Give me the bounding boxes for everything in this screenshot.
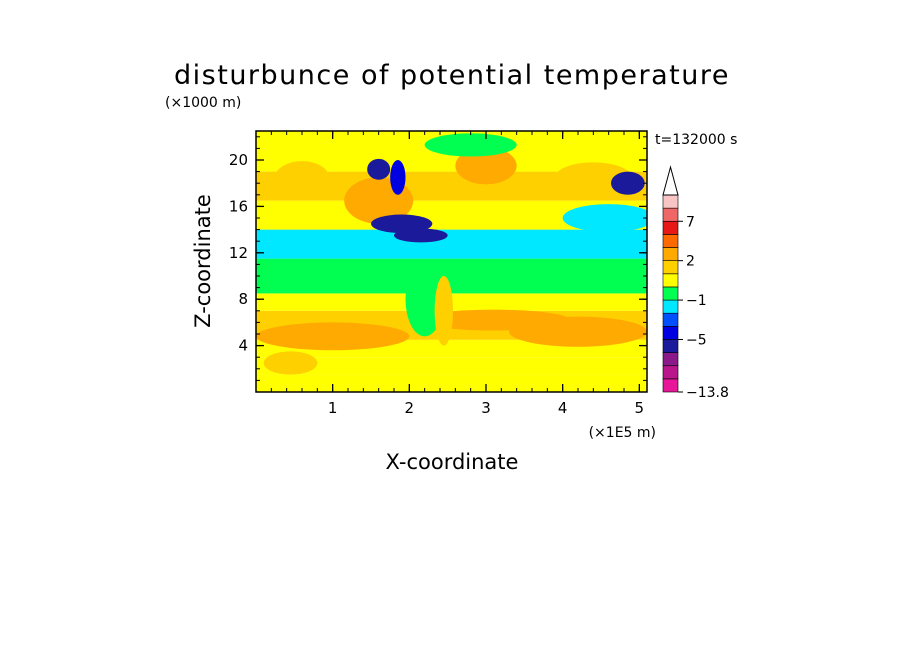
- field-feature: [371, 214, 433, 234]
- field-feature: [610, 171, 645, 195]
- y-tick-label: 20: [229, 151, 248, 169]
- field-feature: [417, 309, 571, 331]
- field-feature: [394, 228, 448, 243]
- colorbar-segment: [662, 378, 679, 393]
- plot-frame: [255, 130, 648, 393]
- field-feature: [256, 322, 410, 351]
- colorbar-segment: [662, 273, 679, 288]
- field-feature: [562, 204, 647, 232]
- x-unit-label: (×1E5 m): [589, 425, 656, 441]
- colorbar-segment: [662, 286, 679, 301]
- colorbar-segment: [662, 260, 679, 275]
- y-tick-label: 16: [229, 197, 248, 215]
- colorbar: 7 2 −1 −5 −13.8: [662, 165, 729, 401]
- colorbar-segment: [662, 339, 679, 353]
- field-feature: [455, 147, 517, 185]
- colorbar-label: 7: [686, 214, 695, 230]
- y-tick-label: 8: [238, 290, 248, 308]
- colorbar-label: −13.8: [686, 385, 729, 401]
- colorbar-segment: [662, 207, 679, 222]
- x-tick-label: 4: [558, 399, 568, 417]
- field-band: [256, 357, 647, 375]
- field-feature: [256, 231, 379, 256]
- colorbar-segment: [662, 247, 679, 261]
- colorbar-segment: [662, 234, 679, 248]
- y-axis-label: Z-coordinate: [191, 194, 215, 328]
- colorbar-label: −1: [686, 293, 707, 309]
- x-tick-label: 1: [328, 399, 338, 417]
- x-axis-label: X-coordinate: [386, 450, 519, 474]
- field-band: [256, 374, 647, 392]
- x-tick-label: 5: [635, 399, 645, 417]
- colorbar-segment: [662, 312, 679, 327]
- colorbar-segment: [662, 365, 679, 380]
- field-feature: [275, 161, 329, 194]
- field-feature: [263, 351, 318, 375]
- x-tick-label: 3: [481, 399, 491, 417]
- field-feature: [434, 276, 454, 346]
- colorbar-label: −5: [686, 332, 707, 348]
- colorbar-segment: [662, 299, 679, 314]
- x-tick-label: 2: [405, 399, 415, 417]
- colorbar-segment: [662, 220, 679, 235]
- field-feature: [390, 160, 406, 195]
- field-feature: [367, 158, 391, 180]
- chart-title: disturbunce of potential temperature: [174, 60, 730, 91]
- y-tick-label: 4: [238, 337, 248, 355]
- colorbar-segment: [662, 194, 679, 209]
- colorbar-label: 2: [686, 254, 695, 270]
- field-fill: [256, 131, 647, 392]
- y-tick-label: 12: [229, 244, 248, 262]
- colorbar-segment: [662, 352, 679, 367]
- field-feature: [405, 262, 444, 337]
- y-unit-label: (×1000 m): [165, 95, 241, 111]
- field-band: [256, 258, 647, 294]
- field-feature: [424, 133, 517, 157]
- colorbar-segment: [662, 326, 679, 340]
- time-label: t=132000 s: [655, 132, 737, 148]
- colorbar-extend-arrow: [662, 165, 679, 196]
